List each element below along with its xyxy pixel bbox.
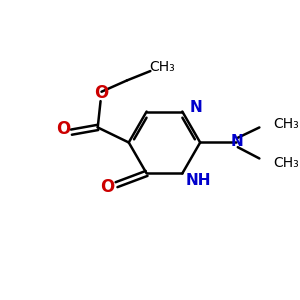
Text: O: O	[56, 120, 70, 138]
Text: N: N	[230, 134, 243, 149]
Text: O: O	[100, 178, 114, 196]
Text: O: O	[94, 84, 109, 102]
Text: N: N	[190, 100, 203, 115]
Text: CH₃: CH₃	[274, 156, 299, 170]
Text: CH₃: CH₃	[149, 60, 175, 74]
Text: NH: NH	[186, 173, 212, 188]
Text: CH₃: CH₃	[274, 117, 299, 131]
